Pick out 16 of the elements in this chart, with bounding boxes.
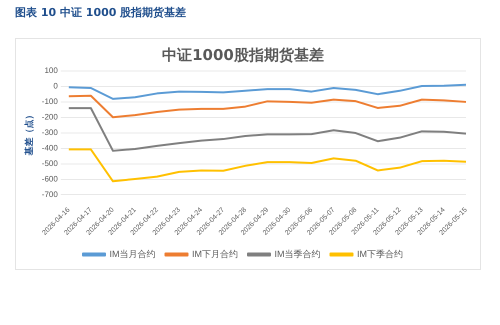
legend-label: IM当季合约 <box>274 248 320 259</box>
y-tick-label: 0 <box>53 82 58 91</box>
y-tick-label: -500 <box>42 159 58 168</box>
legend-label: IM下月合约 <box>192 248 238 259</box>
y-axis-title: 基差（点） <box>24 110 34 156</box>
legend-label: IM当月合约 <box>110 248 156 259</box>
y-tick-label: -700 <box>42 190 58 199</box>
y-tick-label: 100 <box>44 66 58 76</box>
y-tick-label: -200 <box>42 112 58 122</box>
y-tick-label: -100 <box>42 97 58 106</box>
text: 图表 10 中证 1000 股指期货基差 <box>15 5 186 20</box>
chart-title: 中证1000股指期货基差 <box>162 46 324 64</box>
y-tick-label: -300 <box>42 128 58 138</box>
y-tick-label: -600 <box>42 174 58 184</box>
legend-label: IM下季合约 <box>357 248 403 259</box>
y-tick-label: -400 <box>42 144 58 153</box>
